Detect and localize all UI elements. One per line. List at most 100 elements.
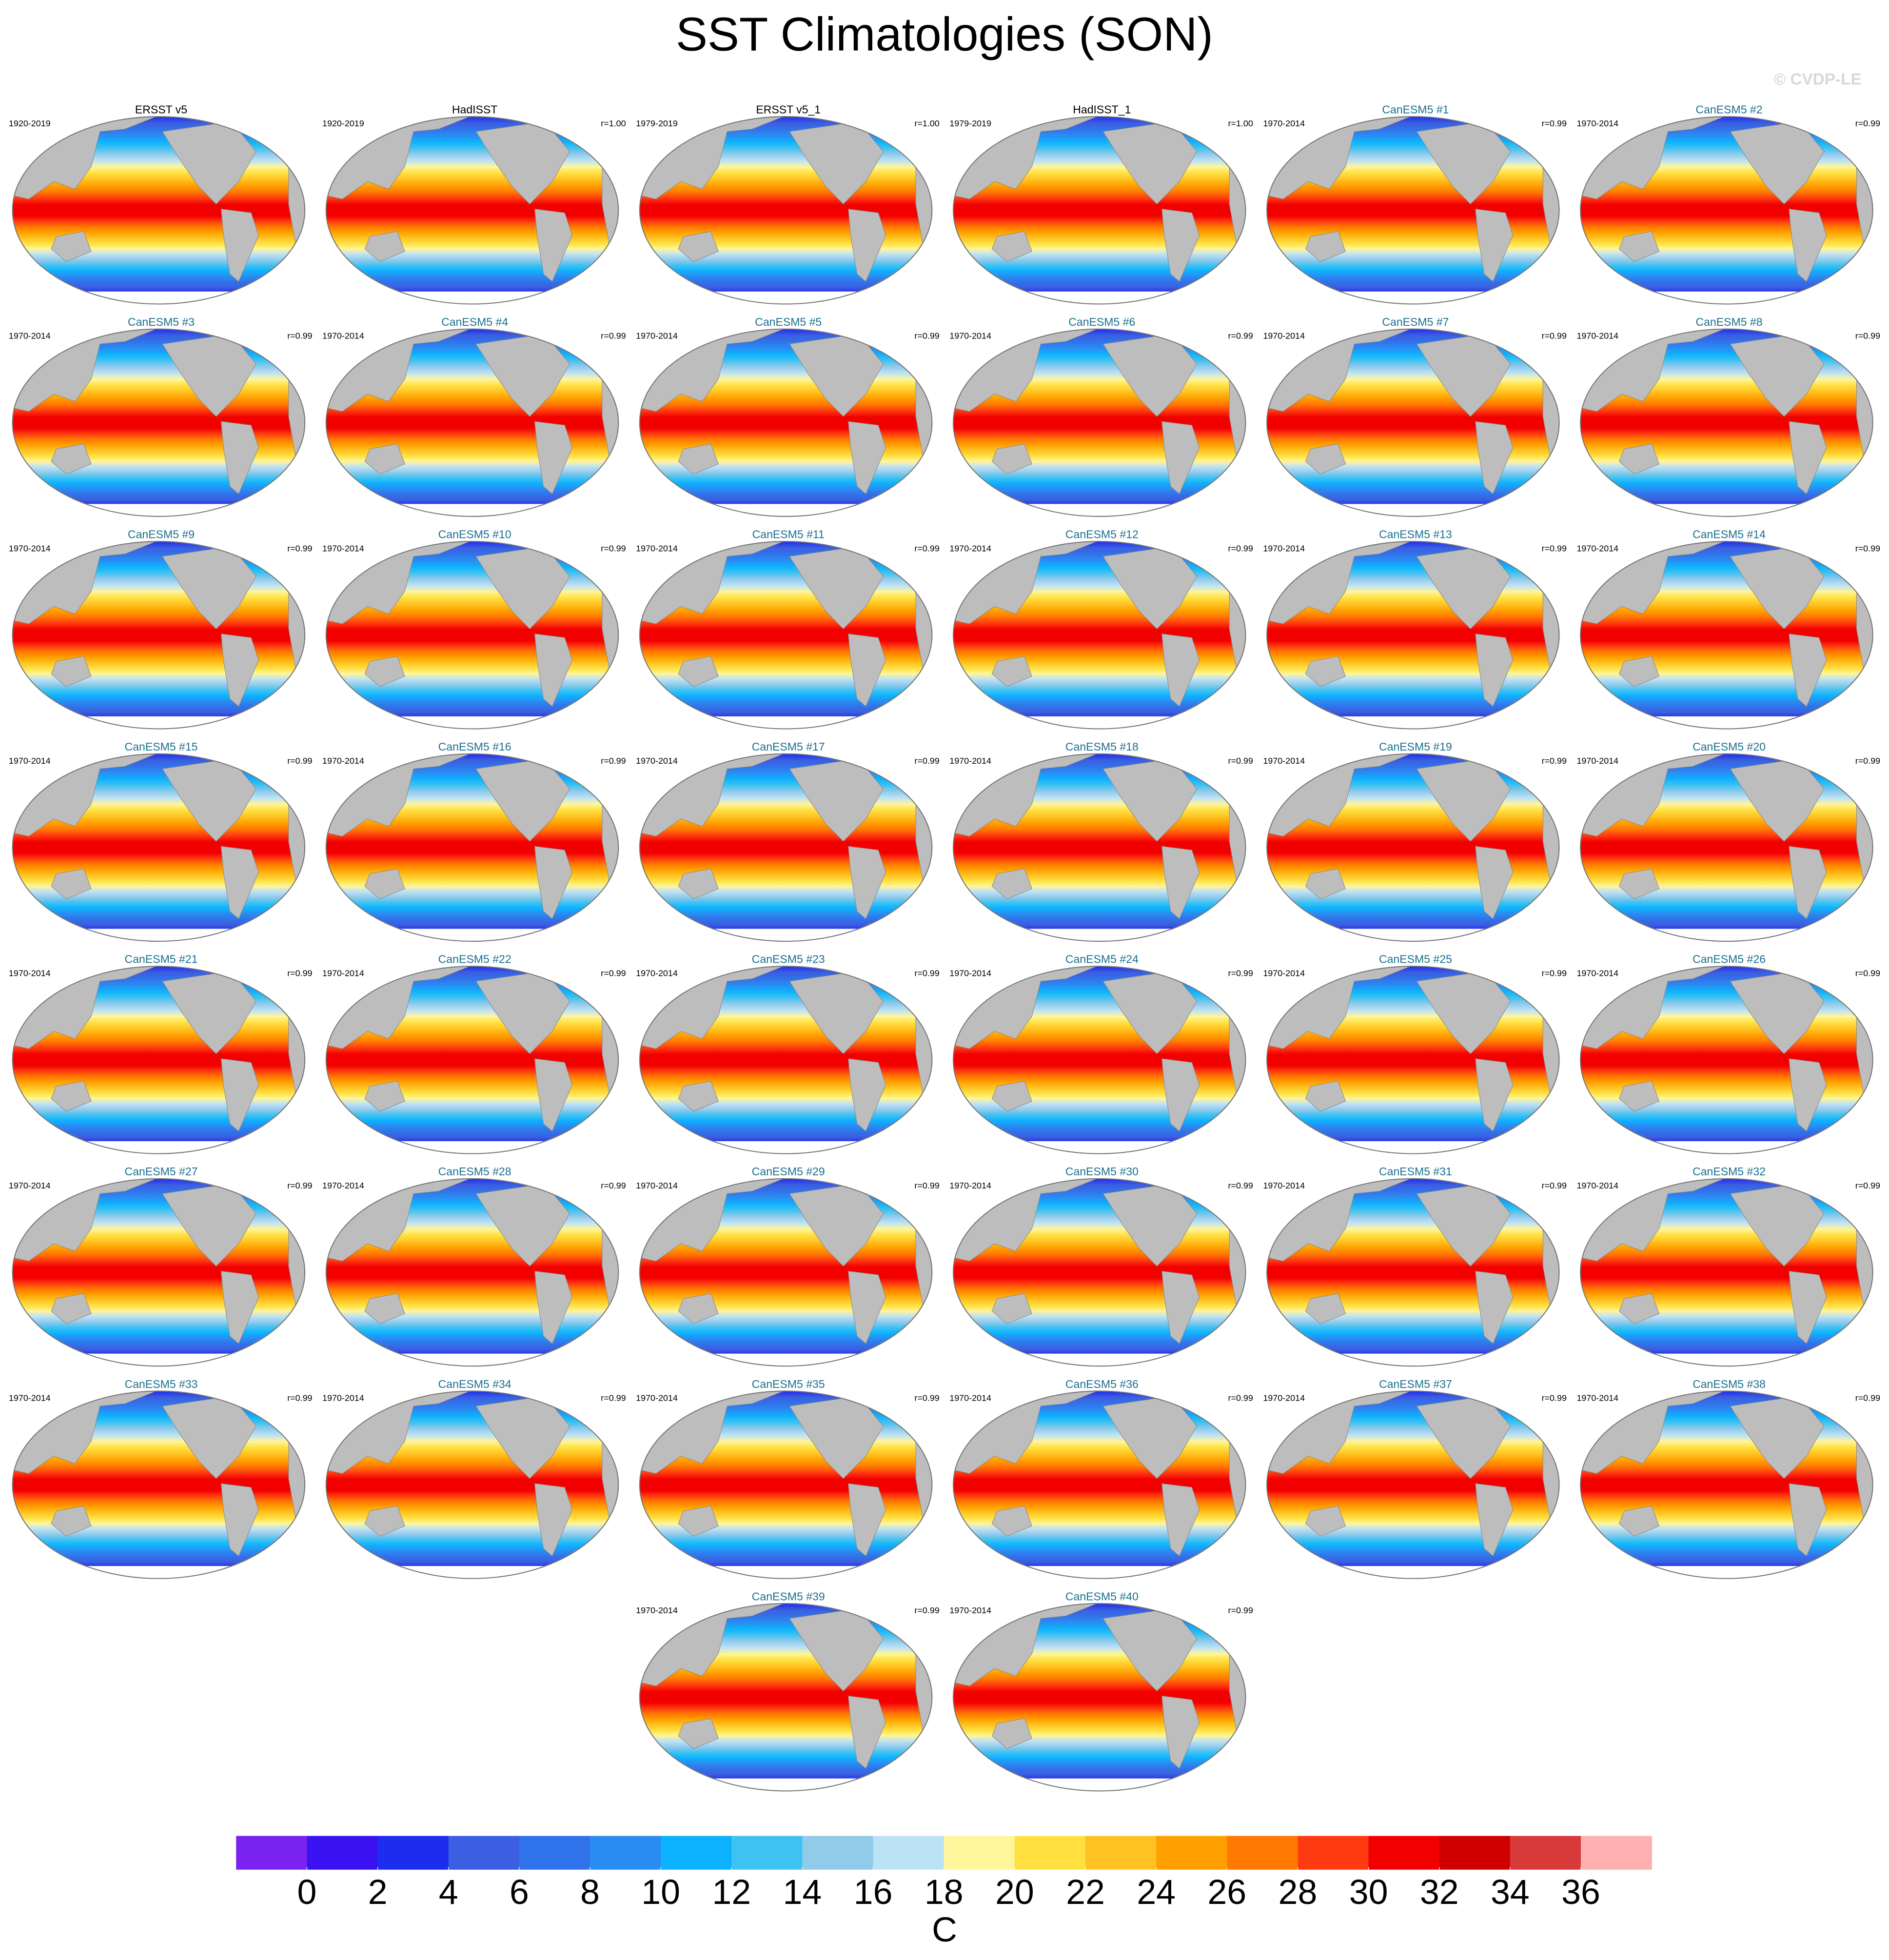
map-panel: CanESM5 #31 1970-2014 r=0.99 [1260,1165,1573,1379]
map-panel: CanESM5 #13 1970-2014 r=0.99 [1260,528,1573,741]
panel-title: CanESM5 #40 [1065,1590,1139,1603]
map [633,1179,946,1379]
panel-correlation: r=0.99 [914,1181,939,1190]
map [320,754,632,954]
panel-correlation: r=0.99 [1542,756,1567,766]
map [1574,1391,1887,1591]
colorbar-box [1085,1836,1157,1870]
panel-period: 1970-2014 [322,756,364,766]
panel-title: CanESM5 #18 [1065,740,1139,753]
colorbar-tick-label: 16 [854,1873,893,1912]
panel-correlation: r=0.99 [1855,543,1880,553]
panel-period: 1970-2014 [322,1181,364,1190]
panel-period: 1970-2014 [9,1393,51,1403]
map-panel: CanESM5 #12 1970-2014 r=0.99 [947,528,1259,741]
map [320,541,632,741]
map-panel: CanESM5 #14 1970-2014 r=0.99 [1574,528,1887,741]
colorbar-box [1439,1836,1511,1870]
colorbar-box [519,1836,590,1870]
panel-title: CanESM5 #38 [1692,1378,1766,1390]
panel-period: 1970-2014 [636,1605,678,1615]
colorbar-box [944,1836,1015,1870]
panel-correlation: r=0.99 [287,331,312,341]
panel-title: CanESM5 #30 [1065,1165,1139,1178]
map [633,754,946,954]
panel-correlation: r=0.99 [287,1181,312,1190]
panel-title: CanESM5 #25 [1379,953,1452,966]
map [1260,1179,1573,1379]
panel-correlation: r=1.00 [914,119,939,128]
panel-correlation: r=0.99 [1542,1393,1567,1403]
map-panel: CanESM5 #28 1970-2014 r=0.99 [320,1165,632,1379]
panel-correlation: r=0.99 [914,331,939,341]
colorbar-tick-label: 36 [1561,1873,1600,1912]
colorbar-tick-label: 10 [641,1873,680,1912]
panel-title: CanESM5 #13 [1379,528,1452,540]
panel-period: 1970-2014 [1576,756,1618,766]
panel-title: CanESM5 #20 [1692,740,1766,753]
colorbar-tick-label: 26 [1207,1873,1246,1912]
panel-correlation: r=0.99 [1542,119,1567,128]
colorbar-tick-label: 2 [368,1873,388,1912]
panel-period: 1979-2019 [949,119,991,128]
colorbar-box [873,1836,944,1870]
panel-correlation: r=0.99 [1542,543,1567,553]
map [6,541,319,741]
colorbar-box [1227,1836,1299,1870]
map [1574,117,1887,317]
map [633,117,946,317]
colorbar-box [1368,1836,1440,1870]
map [6,1179,319,1379]
panel-correlation: r=0.99 [1228,1181,1253,1190]
map [6,329,319,529]
panel-period: 1970-2014 [9,968,51,978]
map [1574,1179,1887,1379]
panel-correlation: r=0.99 [1855,1181,1880,1190]
panel-title: CanESM5 #39 [752,1590,825,1603]
panel-correlation: r=0.99 [1542,331,1567,341]
map-panel: CanESM5 #37 1970-2014 r=0.99 [1260,1378,1573,1591]
panel-period: 1920-2019 [322,119,364,128]
map-panel: CanESM5 #32 1970-2014 r=0.99 [1574,1165,1887,1379]
map-panel: CanESM5 #9 1970-2014 r=0.99 [6,528,319,741]
map-panel: CanESM5 #38 1970-2014 r=0.99 [1574,1378,1887,1591]
panel-correlation: r=0.99 [1855,756,1880,766]
colorbar-tick-label: 14 [783,1873,822,1912]
panel-title: CanESM5 #34 [438,1378,512,1390]
panel-title: CanESM5 #28 [438,1165,512,1178]
colorbar-box [1510,1836,1581,1870]
panel-period: 1970-2014 [9,756,51,766]
map-panel: CanESM5 #7 1970-2014 r=0.99 [1260,316,1573,529]
colorbar-tick-label: 34 [1491,1873,1530,1912]
colorbar-box [1014,1836,1086,1870]
panel-period: 1970-2014 [322,1393,364,1403]
map-panel: HadISST 1920-2019 r=1.00 [320,103,632,317]
panel-correlation: r=0.99 [1855,119,1880,128]
panel-correlation: r=0.99 [1228,331,1253,341]
panel-period: 1970-2014 [949,756,991,766]
map [1260,117,1573,317]
panel-title: CanESM5 #37 [1379,1378,1452,1390]
panel-title: CanESM5 #24 [1065,953,1139,966]
panel-period: 1970-2014 [636,756,678,766]
map-panel: CanESM5 #17 1970-2014 r=0.99 [633,740,946,954]
panel-correlation: r=0.99 [914,543,939,553]
panel-period: 1970-2014 [1263,1181,1305,1190]
colorbar-tick-label: 22 [1066,1873,1105,1912]
panel-title: CanESM5 #15 [125,740,198,753]
panel-correlation: r=0.99 [1855,968,1880,978]
map-panel: CanESM5 #5 1970-2014 r=0.99 [633,316,946,529]
map-panel: CanESM5 #16 1970-2014 r=0.99 [320,740,632,954]
panel-title: CanESM5 #8 [1696,316,1763,328]
map-panel: CanESM5 #29 1970-2014 r=0.99 [633,1165,946,1379]
panel-period: 1970-2014 [636,1393,678,1403]
map-panel: CanESM5 #19 1970-2014 r=0.99 [1260,740,1573,954]
panel-period: 1970-2014 [1576,331,1618,341]
panel-title: CanESM5 #7 [1382,316,1449,328]
map [6,1391,319,1591]
colorbar-tick-label: 8 [580,1873,600,1912]
panel-correlation: r=0.99 [287,968,312,978]
map [320,1391,632,1591]
map [1260,329,1573,529]
